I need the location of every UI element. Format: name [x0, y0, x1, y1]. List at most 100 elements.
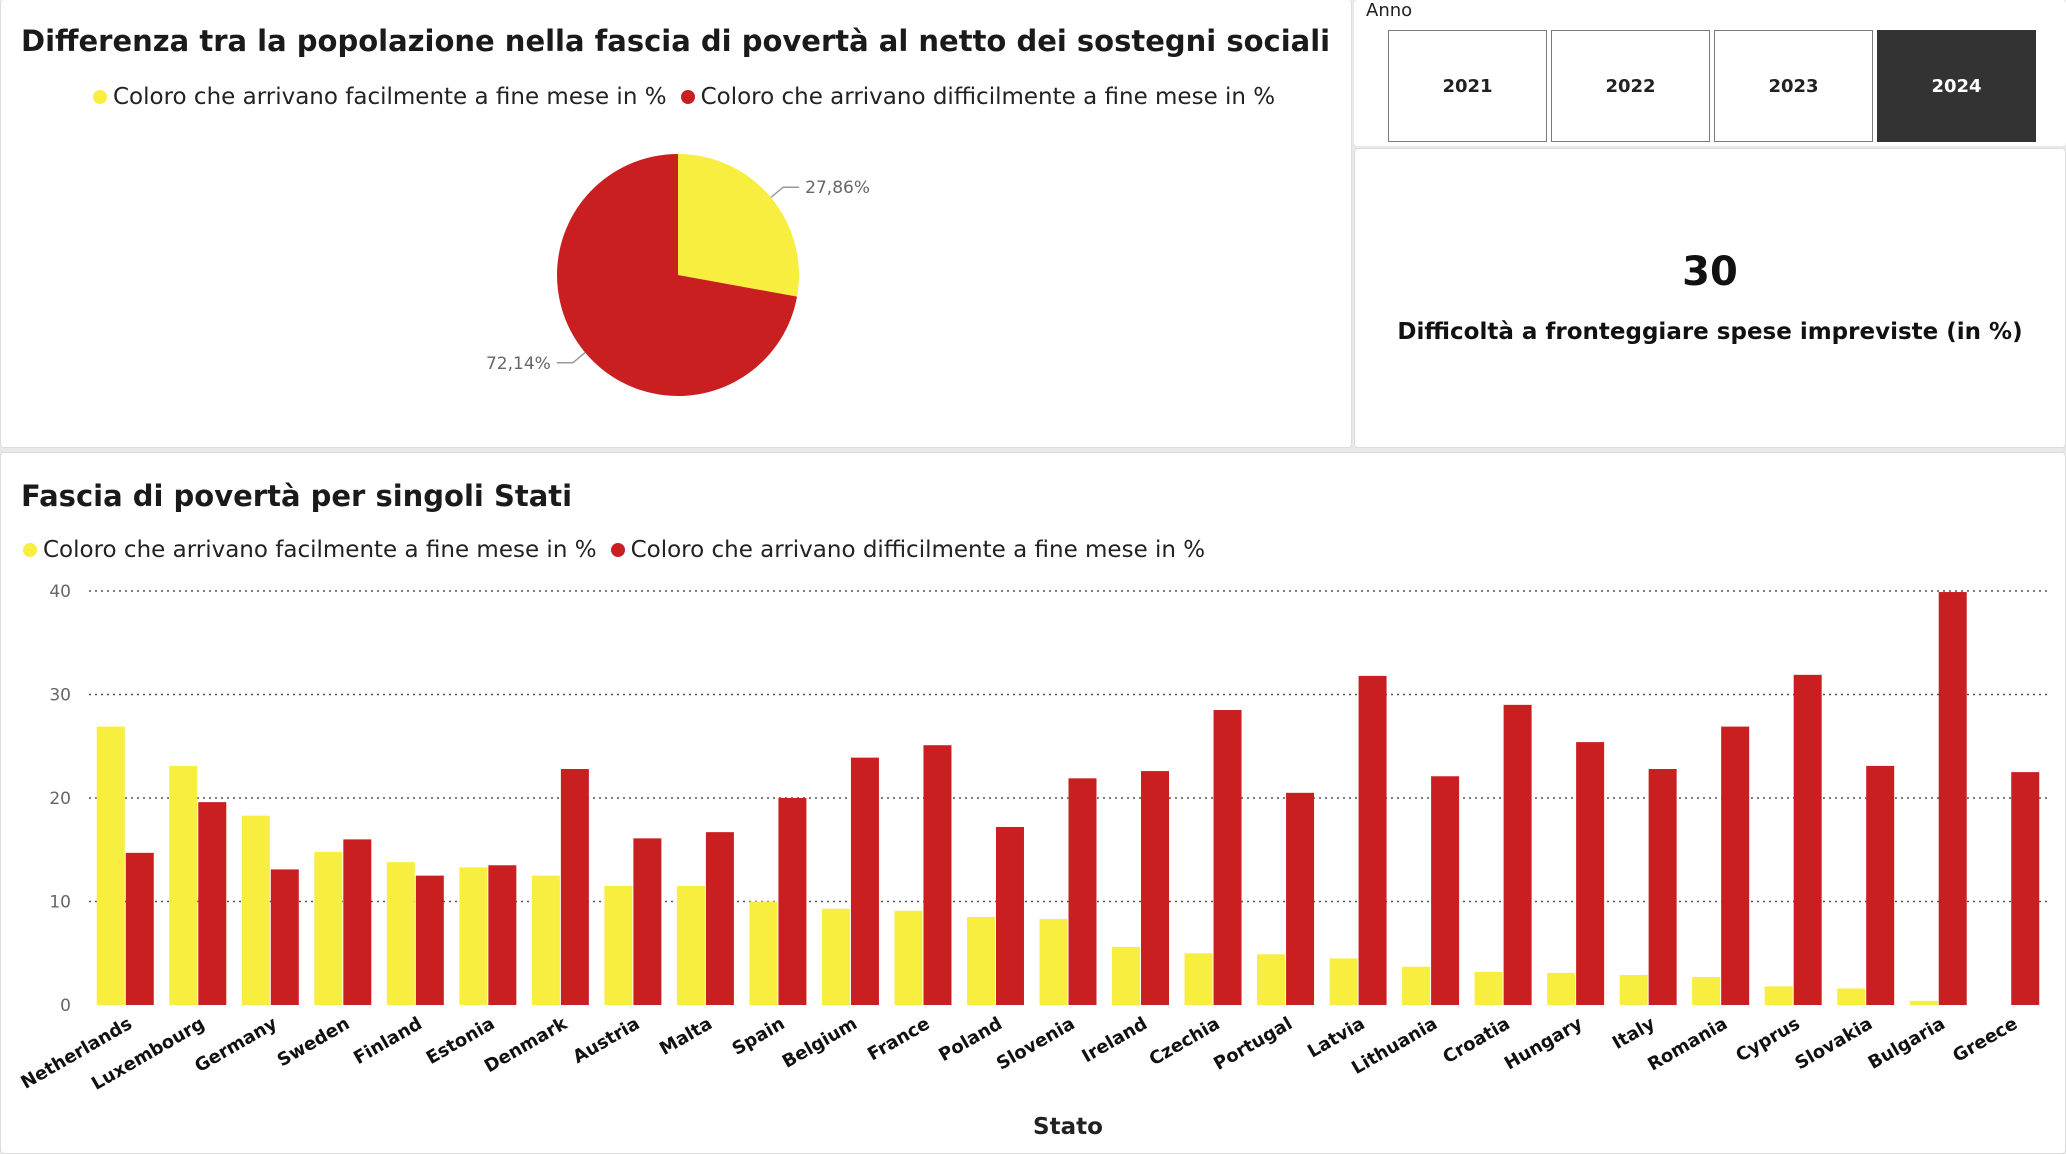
bar-easy-malta[interactable] [676, 885, 705, 1005]
bar-hard-slovakia[interactable] [1866, 765, 1895, 1005]
x-tick-label-ireland: Ireland [1078, 1013, 1151, 1067]
legend-label-hard: Coloro che arrivano difficilmente a fine… [700, 84, 1276, 110]
year-button-2024[interactable]: 2024 [1877, 30, 2036, 142]
pie-chart-title: Differenza tra la popolazione nella fasc… [21, 24, 1331, 58]
bar-easy-slovakia[interactable] [1837, 988, 1866, 1005]
x-tick-label-bulgaria: Bulgaria [1865, 1013, 1949, 1074]
bar-hard-italy[interactable] [1648, 769, 1677, 1005]
bar-hard-denmark[interactable] [560, 769, 589, 1005]
pie-chart: 27,86% 72,14% [486, 154, 870, 397]
x-tick-label-finland: Finland [350, 1013, 426, 1069]
bar-hard-netherlands[interactable] [125, 852, 154, 1005]
bar-legend-label-easy: Coloro che arrivano facilmente a fine me… [43, 537, 597, 563]
pie-slice-hard[interactable] [556, 154, 798, 397]
x-tick-label-greece: Greece [1949, 1013, 2021, 1067]
bar-hard-latvia[interactable] [1358, 675, 1387, 1005]
bar-hard-greece[interactable] [2011, 772, 2040, 1005]
bar-easy-bulgaria[interactable] [1909, 1000, 1938, 1005]
pie-data-label-easy: 27,86% [805, 178, 870, 198]
bar-easy-portugal[interactable] [1257, 954, 1286, 1005]
bar-easy-austria[interactable] [604, 885, 633, 1005]
x-tick-label-slovakia: Slovakia [1792, 1013, 1877, 1074]
bar-easy-hungary[interactable] [1547, 972, 1576, 1005]
bar-easy-sweden[interactable] [314, 851, 343, 1005]
legend-dot-easy [93, 90, 107, 104]
x-tick-label-austria: Austria [569, 1013, 643, 1068]
bar-easy-luxembourg[interactable] [169, 765, 198, 1005]
legend-item-easy[interactable]: Coloro che arrivano facilmente a fine me… [93, 84, 667, 110]
bar-legend-item-easy[interactable]: Coloro che arrivano facilmente a fine me… [23, 537, 597, 563]
bar-hard-croatia[interactable] [1503, 704, 1532, 1005]
bar-legend-item-hard[interactable]: Coloro che arrivano difficilmente a fine… [610, 537, 1206, 563]
x-tick-label-malta: Malta [656, 1013, 716, 1060]
y-tick-label: 40 [49, 582, 71, 602]
bar-hard-poland[interactable] [995, 826, 1024, 1005]
bar-easy-ireland[interactable] [1112, 947, 1141, 1005]
x-axis-title: Stato [1033, 1114, 1103, 1140]
bar-hard-portugal[interactable] [1286, 792, 1315, 1005]
bar-easy-belgium[interactable] [821, 908, 850, 1005]
bar-easy-italy[interactable] [1619, 974, 1648, 1005]
bar-hard-czechia[interactable] [1213, 710, 1242, 1005]
bar-easy-finland[interactable] [386, 862, 415, 1005]
kpi-label: Difficoltà a fronteggiare spese imprevis… [1397, 319, 2023, 345]
x-tick-label-denmark: Denmark [481, 1013, 572, 1078]
pie-leader-hard [556, 351, 586, 364]
bar-easy-netherlands[interactable] [96, 726, 125, 1005]
bar-easy-germany[interactable] [241, 815, 270, 1005]
bar-hard-spain[interactable] [778, 798, 807, 1005]
legend-dot-hard [680, 90, 695, 104]
x-tick-label-sweden: Sweden [274, 1013, 354, 1071]
bar-hard-lithuania[interactable] [1431, 776, 1460, 1005]
bar-easy-croatia[interactable] [1474, 971, 1503, 1005]
bar-easy-poland[interactable] [966, 917, 995, 1005]
year-slicer: Anno 2021 2022 2023 2024 [1354, 0, 2066, 146]
bar-hard-hungary[interactable] [1576, 742, 1605, 1005]
bar-hard-bulgaria[interactable] [1938, 592, 1967, 1005]
y-tick-label: 20 [49, 789, 71, 809]
legend-item-hard[interactable]: Coloro che arrivano difficilmente a fine… [680, 84, 1276, 110]
bar-hard-sweden[interactable] [343, 839, 372, 1005]
bar-hard-romania[interactable] [1721, 726, 1750, 1005]
x-tick-label-spain: Spain [729, 1013, 789, 1060]
bar-hard-cyprus[interactable] [1793, 674, 1822, 1005]
x-tick-label-hungary: Hungary [1501, 1013, 1586, 1074]
bar-hard-france[interactable] [923, 745, 952, 1005]
x-tick-label-italy: Italy [1609, 1013, 1659, 1054]
legend-label-easy: Coloro che arrivano facilmente a fine me… [113, 84, 667, 110]
bar-hard-malta[interactable] [705, 832, 734, 1005]
pie-slice-easy[interactable] [678, 154, 799, 297]
bar-hard-estonia[interactable] [488, 865, 517, 1005]
bar-hard-belgium[interactable] [850, 757, 879, 1005]
bar-hard-slovenia[interactable] [1068, 778, 1097, 1005]
bar-hard-austria[interactable] [633, 838, 662, 1005]
bar-hard-ireland[interactable] [1141, 771, 1170, 1005]
bar-easy-lithuania[interactable] [1402, 966, 1431, 1005]
bar-legend-dot-hard [610, 543, 625, 557]
bar-easy-romania[interactable] [1692, 977, 1721, 1005]
bar-chart-card: Fascia di povertà per singoli Stati Colo… [0, 452, 2066, 1154]
bar-easy-france[interactable] [894, 910, 923, 1005]
x-tick-label-slovenia: Slovenia [993, 1013, 1078, 1074]
bar-hard-luxembourg[interactable] [198, 802, 227, 1005]
bar-easy-cyprus[interactable] [1764, 986, 1793, 1005]
bar-easy-slovenia[interactable] [1039, 919, 1068, 1005]
bar-hard-finland[interactable] [415, 875, 444, 1005]
bar-hard-germany[interactable] [270, 869, 299, 1005]
bar-easy-latvia[interactable] [1329, 958, 1358, 1005]
year-button-2022[interactable]: 2022 [1551, 30, 1710, 142]
year-button-2021[interactable]: 2021 [1388, 30, 1547, 142]
bar-easy-czechia[interactable] [1184, 953, 1213, 1005]
bar-easy-estonia[interactable] [459, 867, 488, 1005]
x-tick-label-belgium: Belgium [779, 1013, 861, 1073]
year-button-2023[interactable]: 2023 [1714, 30, 1873, 142]
pie-data-label-hard: 72,14% [486, 354, 551, 374]
bar-legend-dot-easy [23, 543, 37, 557]
bar-legend: Coloro che arrivano facilmente a fine me… [23, 537, 1219, 563]
pie-legend: Coloro che arrivano facilmente a fine me… [93, 84, 1289, 110]
y-tick-label: 30 [49, 686, 71, 706]
bar-easy-spain[interactable] [749, 901, 778, 1006]
bar-legend-label-hard: Coloro che arrivano difficilmente a fine… [630, 537, 1206, 563]
x-tick-label-czechia: Czechia [1146, 1013, 1224, 1070]
bar-easy-denmark[interactable] [531, 875, 560, 1005]
